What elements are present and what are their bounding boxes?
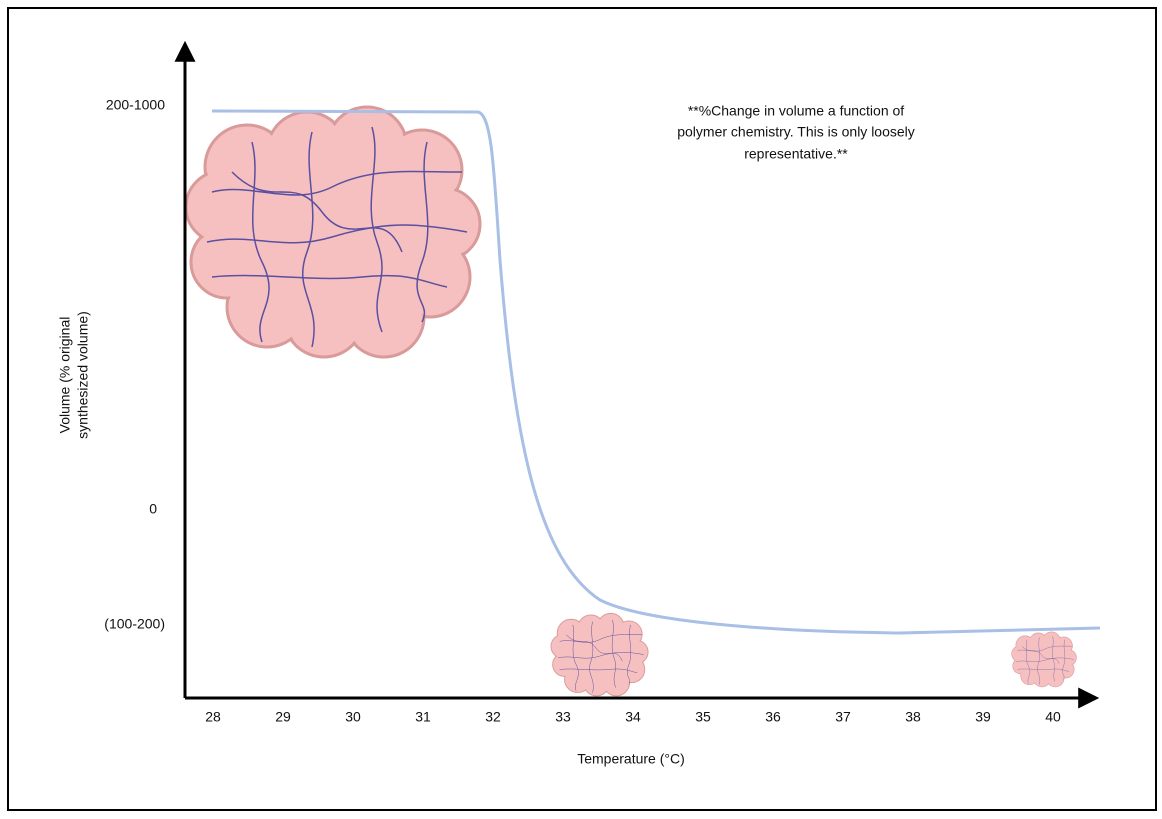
x-label: 28 xyxy=(205,709,221,725)
x-label: 38 xyxy=(905,709,921,725)
x-label: 29 xyxy=(275,709,291,725)
collapsed-gel xyxy=(550,612,649,697)
x-label: 35 xyxy=(695,709,711,725)
x-axis-title: Temperature (°C) xyxy=(577,751,685,767)
x-label: 37 xyxy=(835,709,851,725)
note-line: **%Change in volume a function of xyxy=(688,103,904,119)
y-label: 0 xyxy=(149,501,157,517)
note-line: polymer chemistry. This is only loosely xyxy=(677,124,915,140)
x-label: 31 xyxy=(415,709,431,725)
x-label: 33 xyxy=(555,709,571,725)
x-label: 32 xyxy=(485,709,501,725)
note-line: representative.** xyxy=(744,146,848,162)
y-label: 200-1000 xyxy=(106,97,165,113)
collapsed-gel-small xyxy=(1011,631,1077,688)
y-axis-title: Volume (% original synthesized volume) xyxy=(57,311,91,439)
x-label: 39 xyxy=(975,709,991,725)
x-label: 36 xyxy=(765,709,781,725)
x-label: 40 xyxy=(1045,709,1061,725)
x-labels: 28 29 30 31 32 33 34 35 36 37 38 39 40 xyxy=(205,709,1061,725)
x-label: 30 xyxy=(345,709,361,725)
frame xyxy=(7,7,1157,811)
y-axis-title-line: synthesized volume) xyxy=(75,311,91,439)
y-axis-title-line: Volume (% original xyxy=(57,317,73,434)
x-label: 34 xyxy=(625,709,641,725)
y-label: (100-200) xyxy=(104,616,165,632)
swollen-gel xyxy=(184,105,482,359)
volume-curve xyxy=(211,109,1101,635)
